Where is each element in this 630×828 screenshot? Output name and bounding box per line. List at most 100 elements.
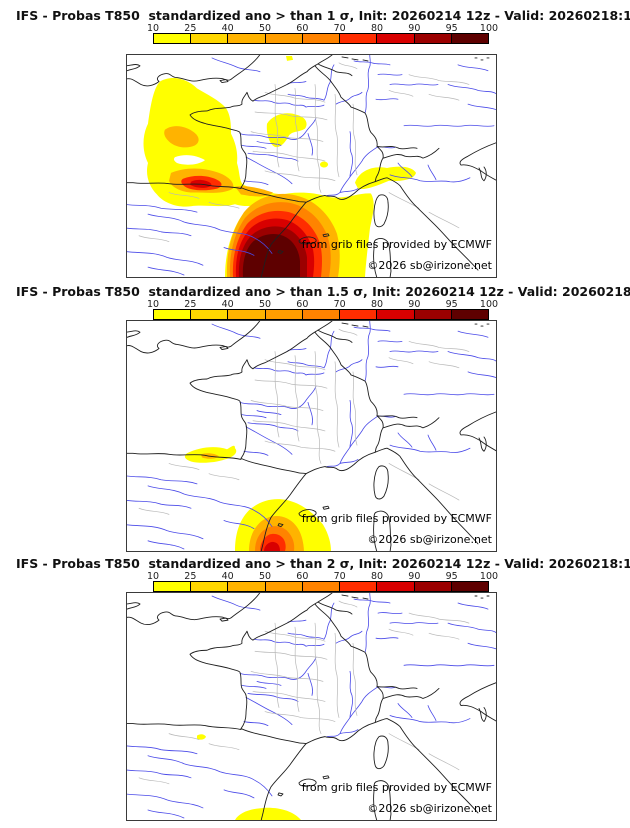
map-svg xyxy=(127,55,496,277)
colorbar-tick: 100 xyxy=(479,299,499,310)
anomaly-blob-west-40pct xyxy=(164,126,199,148)
colorbar-segment xyxy=(154,310,192,319)
colorbar-tick: 90 xyxy=(408,571,421,582)
colorbar-tick: 80 xyxy=(370,571,384,582)
colorbar-segment xyxy=(377,310,415,319)
colorbar: 10 25 40 50 60 70 80 90 95 100 xyxy=(147,23,498,44)
map-svg xyxy=(127,321,496,551)
colorbar-tick: 40 xyxy=(221,299,234,310)
colorbar-segment xyxy=(191,582,229,591)
watermark: from grib files provided by ECMWF ©2026 … xyxy=(302,239,492,272)
panel-title: IFS - Probas T850 standardized ano > tha… xyxy=(16,8,630,23)
anomaly-dot-north xyxy=(286,55,293,61)
watermark: from grib files provided by ECMWF ©2026 … xyxy=(302,513,492,546)
watermark-credit: from grib files provided by ECMWF xyxy=(301,781,492,794)
colorbar-segment xyxy=(340,310,378,319)
anomaly-field-sigma-2 xyxy=(197,734,301,820)
colorbar-tick: 100 xyxy=(479,23,499,34)
colorbar-segment xyxy=(302,582,341,591)
colorbar-tick: 70 xyxy=(333,23,346,34)
colorbar-segment xyxy=(451,34,488,43)
colorbar-bar xyxy=(153,33,489,44)
colorbar-segment xyxy=(228,34,266,43)
colorbar-segment xyxy=(377,34,415,43)
colorbar-segment xyxy=(302,34,341,43)
colorbar-segment xyxy=(265,310,303,319)
watermark-copyright: ©2026 sb@irizone.net xyxy=(367,533,492,546)
colorbar-segment xyxy=(154,34,192,43)
colorbar-segment xyxy=(191,310,229,319)
anomaly-strip-south-10pct xyxy=(235,807,301,820)
colorbar-segment xyxy=(451,582,488,591)
colorbar-tick: 10 xyxy=(146,299,160,310)
colorbar-tick: 10 xyxy=(146,571,160,582)
colorbar-segment xyxy=(414,34,452,43)
colorbar-segment xyxy=(414,582,452,591)
anomaly-blob-central-10pct xyxy=(266,113,307,148)
anomaly-dot-central xyxy=(319,161,329,168)
panel-title: IFS - Probas T850 standardized ano > tha… xyxy=(16,556,630,571)
colorbar-bar xyxy=(153,309,489,320)
colorbar-segment xyxy=(228,582,266,591)
colorbar-segment xyxy=(265,34,303,43)
watermark-copyright: ©2026 sb@irizone.net xyxy=(367,259,492,272)
colorbar-tick: 40 xyxy=(221,571,234,582)
anomaly-hole xyxy=(173,155,205,165)
colorbar-tick: 95 xyxy=(445,571,458,582)
map-sigma-1: from grib files provided by ECMWF ©2026 … xyxy=(126,54,497,278)
anomaly-field-sigma-1 xyxy=(143,55,416,277)
panel-sigma-1-5: IFS - Probas T850 standardized ano > tha… xyxy=(0,278,630,552)
colorbar-tick: 70 xyxy=(333,571,346,582)
colorbar: 10 25 40 50 60 70 80 90 95 100 xyxy=(147,299,498,320)
anomaly-dot-cantabria-10pct xyxy=(197,734,206,740)
colorbar-tick: 50 xyxy=(258,299,272,310)
map-sigma-1-5: from grib files provided by ECMWF ©2026 … xyxy=(126,320,497,552)
panel-title: IFS - Probas T850 standardized ano > tha… xyxy=(16,284,630,299)
colorbar-tick: 60 xyxy=(296,571,309,582)
colorbar-tick: 80 xyxy=(370,23,384,34)
colorbar-tick: 25 xyxy=(184,571,197,582)
colorbar-segment xyxy=(340,582,378,591)
colorbar-segment xyxy=(377,582,415,591)
watermark-copyright: ©2026 sb@irizone.net xyxy=(367,802,492,815)
colorbar-tick: 70 xyxy=(333,299,346,310)
map-sigma-2: from grib files provided by ECMWF ©2026 … xyxy=(126,592,497,821)
colorbar-tick: 95 xyxy=(445,23,458,34)
colorbar-tick: 90 xyxy=(408,23,421,34)
colorbar-tick: 60 xyxy=(296,299,309,310)
panel-sigma-2: IFS - Probas T850 standardized ano > tha… xyxy=(0,552,630,821)
anomaly-blob-south-80pct xyxy=(264,541,280,551)
colorbar-segment xyxy=(414,310,452,319)
colorbar-tick: 95 xyxy=(445,299,458,310)
colorbar-tick: 60 xyxy=(296,23,309,34)
colorbar-segment xyxy=(451,310,488,319)
map-svg xyxy=(127,593,496,820)
colorbar-tick: 40 xyxy=(221,23,234,34)
colorbar-ticks: 10 25 40 50 60 70 80 90 95 100 xyxy=(147,571,498,582)
watermark-credit: from grib files provided by ECMWF xyxy=(301,238,492,251)
colorbar-tick: 100 xyxy=(479,571,499,582)
colorbar-segment xyxy=(340,34,378,43)
colorbar-segment xyxy=(302,310,341,319)
colorbar-ticks: 10 25 40 50 60 70 80 90 95 100 xyxy=(147,299,498,310)
watermark: from grib files provided by ECMWF ©2026 … xyxy=(302,782,492,815)
colorbar: 10 25 40 50 60 70 80 90 95 100 xyxy=(147,571,498,592)
colorbar-segment xyxy=(228,310,266,319)
colorbar-segment xyxy=(154,582,192,591)
panel-sigma-1: IFS - Probas T850 standardized ano > tha… xyxy=(0,0,630,278)
anomaly-field-sigma-1-5 xyxy=(184,445,331,551)
colorbar-tick: 50 xyxy=(258,23,272,34)
colorbar-bar xyxy=(153,581,489,592)
colorbar-segment xyxy=(191,34,229,43)
colorbar-tick: 25 xyxy=(184,23,197,34)
colorbar-tick: 10 xyxy=(146,23,160,34)
colorbar-tick: 80 xyxy=(370,299,384,310)
colorbar-tick: 25 xyxy=(184,299,197,310)
colorbar-ticks: 10 25 40 50 60 70 80 90 95 100 xyxy=(147,23,498,34)
colorbar-segment xyxy=(265,582,303,591)
anomaly-blob-south-95pct xyxy=(242,233,300,277)
colorbar-tick: 50 xyxy=(258,571,272,582)
colorbar-tick: 90 xyxy=(408,299,421,310)
watermark-credit: from grib files provided by ECMWF xyxy=(301,512,492,525)
